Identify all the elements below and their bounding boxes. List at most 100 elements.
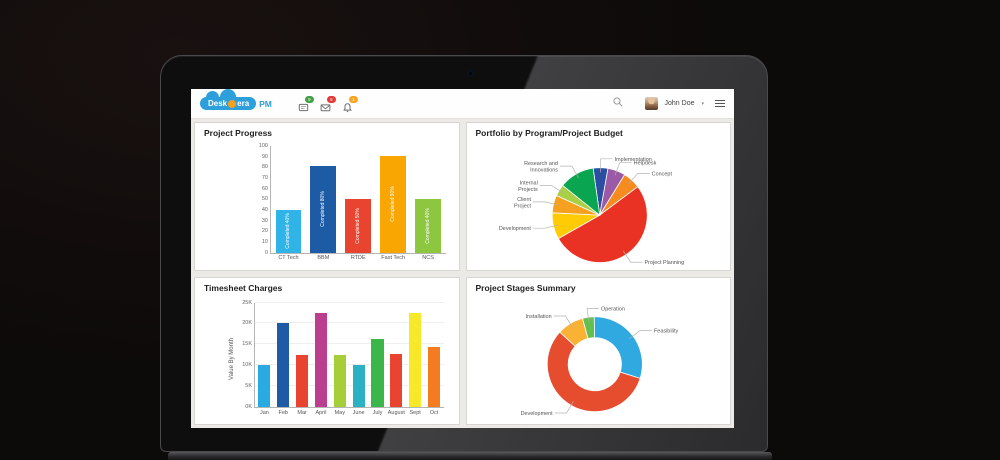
portfolio-pie-chart: Implementation Helpdesk Concept Project Pla… [468, 140, 730, 269]
laptop-base [168, 452, 772, 460]
x-axis-label: July [372, 409, 383, 416]
gridline [255, 385, 444, 387]
x-axis-label: CT Tech [278, 255, 299, 261]
y-axis-tick-label: 10 [261, 238, 268, 245]
bar[interactable]: Completed 40% [275, 209, 302, 253]
y-axis-tick-label: 80 [261, 164, 268, 171]
bar-slot [425, 303, 444, 407]
card-timesheet: Timesheet Charges 0K 5K 10K 15K 20K 25K Jan Feb… [194, 276, 460, 425]
user-avatar[interactable] [644, 97, 658, 110]
x-axis-label: Oct [429, 409, 439, 416]
gridline [255, 364, 444, 366]
y-axis-tick-label: 15K [242, 341, 252, 348]
logo-cloud-bump [206, 91, 219, 104]
dashboard-main: Project Progress 0 10 20 30 40 50 60 70 80 90 100 C… [191, 119, 734, 428]
slice-label: Feasibility [653, 328, 677, 334]
search-icon[interactable] [612, 95, 624, 113]
label-leader [553, 315, 573, 328]
bar-slot: Completed 40% [271, 146, 306, 253]
bar[interactable] [427, 347, 441, 407]
bar[interactable] [371, 339, 384, 407]
bar-slot: Completed 50% [341, 146, 376, 253]
y-axis-tick-label: 50 [261, 196, 268, 203]
laptop-screen-bezel: Desk era PM 9 5 1 [160, 55, 768, 452]
user-name[interactable]: John Doe [664, 100, 695, 107]
project-progress-chart: 0 10 20 30 40 50 60 70 80 90 100 Completed 40% Compl… [196, 140, 458, 269]
slice-label-line: Research and [524, 161, 558, 167]
bar[interactable]: Completed 80% [310, 166, 337, 253]
label-leader [614, 162, 632, 176]
slice-label: Internal Projects [518, 181, 538, 193]
y-axis-tick-label: 90 [261, 153, 268, 160]
label-leader [539, 185, 563, 194]
slice-label-line: Innovations [530, 168, 558, 174]
bar-slot [274, 303, 293, 407]
card-title: Project Progress [204, 128, 273, 138]
bar-slot [312, 303, 331, 407]
deskera-logo[interactable]: Desk era PM [200, 89, 272, 110]
x-axis-label: June [352, 409, 365, 416]
pie-slice[interactable] [546, 331, 641, 412]
y-axis-tick-label: 10K [242, 362, 252, 369]
bar-slot [387, 303, 406, 407]
bar[interactable] [258, 365, 271, 407]
y-axis-tick-label: 20 [261, 228, 268, 235]
slice-label: Implementation [614, 157, 651, 163]
slice-label-line: Internal [519, 181, 537, 187]
logo-text-pm: PM [259, 99, 272, 109]
card-portfolio: Portfolio by Program/Project Budget Impl… [465, 122, 731, 271]
mail-badge: 5 [326, 95, 336, 103]
header-right: John Doe ▾ [612, 95, 725, 113]
bar[interactable] [390, 353, 403, 407]
webcam [467, 70, 474, 77]
card-title: Project Stages Summary [475, 282, 576, 293]
card-title: Timesheet Charges [204, 282, 283, 293]
slice-label-line: Projects [518, 187, 538, 193]
slice-label: Client Project [514, 197, 531, 209]
y-axis-tick-label: 70 [261, 174, 268, 181]
slice-label: Development [520, 410, 553, 416]
bar-slot: Completed 80% [306, 146, 341, 253]
y-axis-tick-label: 60 [261, 185, 268, 192]
label-leader [622, 250, 643, 263]
cards-grid: Project Progress 0 10 20 30 40 50 60 70 80 90 100 C… [194, 122, 731, 425]
slice-label: Installation [525, 313, 551, 319]
x-axis-label: RTDE [350, 255, 366, 261]
slice-label: Operation [600, 306, 624, 312]
bar[interactable] [333, 354, 346, 407]
bell-icon[interactable]: 1 [342, 95, 358, 112]
bar[interactable] [314, 312, 327, 407]
x-axis-label: NCS [422, 255, 434, 261]
x-axis-label: Fast Tech [381, 255, 406, 261]
bar[interactable] [409, 312, 422, 407]
label-leader [599, 158, 613, 173]
mail-icon[interactable]: 5 [320, 95, 336, 111]
x-axis-label: BBM [317, 255, 330, 261]
slice-label: Research and Innovations [524, 161, 558, 173]
app-header: Desk era PM 9 5 1 [191, 89, 734, 119]
x-axis-label: April [315, 409, 327, 416]
bar[interactable] [277, 323, 290, 407]
bar-slot [406, 303, 425, 407]
bar[interactable] [352, 365, 365, 407]
bar[interactable]: Completed 50% [345, 199, 372, 253]
y-axis-tick-label: 25K [242, 299, 252, 306]
y-axis-tick-label: 20K [242, 320, 252, 327]
pie-slice[interactable] [558, 317, 588, 347]
slice-label: Helpdesk [633, 160, 656, 166]
bar[interactable]: Completed 40% [415, 199, 441, 253]
bar-label: Completed 90% [390, 186, 397, 222]
menu-icon[interactable] [715, 100, 725, 107]
label-leader [628, 329, 652, 339]
timesheet-chart: 0K 5K 10K 15K 20K 25K Jan Feb Mar April May June Jul… [196, 295, 458, 424]
dashboard-screen: Desk era PM 9 5 1 [191, 89, 734, 428]
pie-slice[interactable] [593, 315, 643, 379]
slice-label-line: Project [514, 203, 531, 209]
apps-icon[interactable]: 9 [298, 95, 314, 111]
logo-text-era: era [237, 99, 250, 108]
bar[interactable] [296, 354, 309, 407]
bar[interactable]: Completed 90% [380, 155, 407, 253]
slice-label: Concept [651, 171, 672, 177]
x-axis-label: Sept [409, 409, 421, 416]
